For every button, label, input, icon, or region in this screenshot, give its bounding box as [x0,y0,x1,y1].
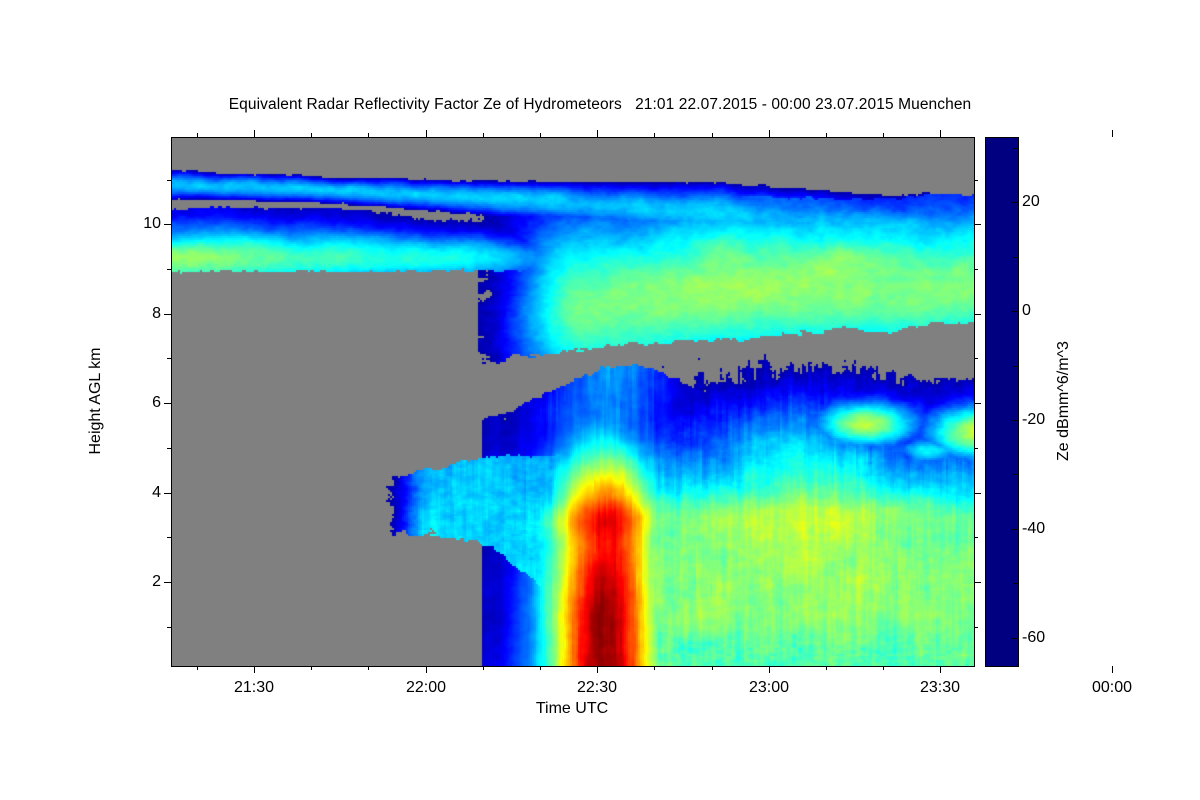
y-tick-right [974,403,981,404]
y-tick [164,224,171,225]
colorbar-tick-label: 20 [1022,193,1040,210]
x-tick [940,666,941,673]
x-tick-label: 22:00 [405,679,447,696]
y-tick-label: 2 [152,573,161,590]
chart-title: Equivalent Radar Reflectivity Factor Ze … [228,96,972,113]
x-tick-top [597,130,598,137]
colorbar-tick-label: -60 [1022,629,1046,646]
x-tick-top [940,130,941,137]
y-tick-label: 10 [143,215,161,232]
y-tick-minor [167,269,171,270]
colorbar-tick-minor [1013,583,1017,584]
colorbar-tick [1012,311,1017,312]
colorbar-tick-label: -40 [1022,520,1046,537]
x-tick-label: 23:00 [748,679,790,696]
x-tick [597,666,598,673]
x-tick-minor-top [197,133,198,137]
colorbar-title: Ze dBmm^6/m^3 [1055,341,1072,461]
colorbar-tick [1012,638,1017,639]
y-tick [164,403,171,404]
y-tick-label: 8 [152,305,161,322]
x-tick-minor-top [654,133,655,137]
x-tick-top [1112,130,1113,137]
x-tick [1112,666,1113,673]
x-tick [426,666,427,673]
y-tick [164,582,171,583]
plot-area [171,137,975,667]
y-tick-right [974,493,981,494]
y-tick-minor-right [974,537,978,538]
y-tick-right [974,224,981,225]
reflectivity-field [172,138,974,666]
x-tick-label: 22:30 [576,679,618,696]
x-tick-minor [826,666,827,670]
colorbar-tick [1012,529,1017,530]
y-tick-minor [167,537,171,538]
y-tick-label: 6 [152,394,161,411]
colorbar-tick-label: -20 [1022,411,1046,428]
y-tick-minor-right [974,358,978,359]
y-tick-right [974,314,981,315]
colorbar-tick-minor [1013,148,1017,149]
y-tick-minor-right [974,269,978,270]
x-tick [769,666,770,673]
y-tick-minor [167,627,171,628]
colorbar-tick [1012,420,1017,421]
colorbar-tick-label: 0 [1022,302,1031,319]
x-tick-top [254,130,255,137]
x-tick-minor [712,666,713,670]
x-tick-label: 23:30 [919,679,961,696]
y-tick-minor [167,358,171,359]
x-tick-minor [654,666,655,670]
y-tick-minor-right [974,627,978,628]
x-tick [254,666,255,673]
x-tick-minor [311,666,312,670]
x-tick-minor [483,666,484,670]
colorbar-tick [1012,202,1017,203]
y-tick-label: 4 [152,484,161,501]
x-tick-minor-top [712,133,713,137]
x-tick-top [426,130,427,137]
colorbar-tick-minor [1013,366,1017,367]
colorbar-gradient [986,138,1018,666]
y-tick-minor [167,180,171,181]
colorbar-tick-minor [1013,257,1017,258]
x-tick-top [769,130,770,137]
x-tick-minor-top [368,133,369,137]
y-tick [164,314,171,315]
x-tick-minor-top [883,133,884,137]
y-tick-minor [167,448,171,449]
y-tick-minor-right [974,448,978,449]
x-tick-minor [368,666,369,670]
x-axis-title: Time UTC [535,700,609,717]
y-tick-minor-right [974,180,978,181]
x-tick-minor [540,666,541,670]
x-tick-minor-top [826,133,827,137]
y-axis-title: Height AGL km [87,347,104,455]
x-tick-minor-top [540,133,541,137]
x-tick-minor [883,666,884,670]
x-tick-minor-top [483,133,484,137]
x-tick-label: 00:00 [1091,679,1133,696]
x-tick-minor [197,666,198,670]
x-tick-minor-top [311,133,312,137]
colorbar [985,137,1019,667]
y-tick-right [974,582,981,583]
y-tick [164,493,171,494]
x-tick-label: 21:30 [233,679,275,696]
colorbar-tick-minor [1013,474,1017,475]
